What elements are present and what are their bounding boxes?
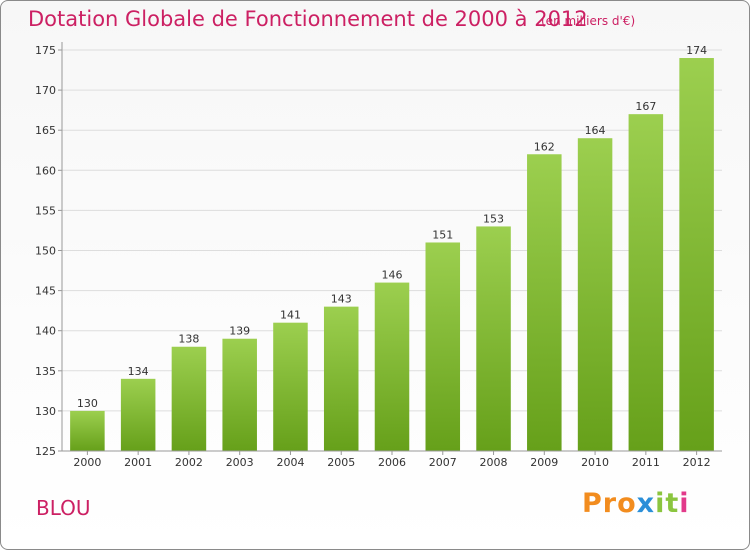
bar [476, 226, 511, 451]
bar [374, 282, 410, 451]
bar [425, 242, 461, 451]
bar [222, 338, 257, 451]
logo-part: x [636, 488, 656, 519]
x-tick-label: 2003 [226, 456, 254, 469]
data-label: 143 [331, 293, 352, 306]
logo-part: it [655, 488, 680, 519]
data-label: 146 [382, 269, 403, 282]
data-label: 164 [585, 124, 606, 137]
x-tick-label: 2009 [530, 456, 558, 469]
bar [527, 154, 562, 451]
y-tick-label: 170 [35, 84, 56, 97]
data-label: 153 [483, 212, 504, 225]
y-tick-label: 155 [35, 204, 56, 217]
bar [323, 306, 359, 451]
proxiti-logo[interactable]: Proxiti [582, 488, 690, 519]
chart-subtitle: (en milliers d'€) [541, 14, 636, 28]
x-tick-label: 2001 [124, 456, 152, 469]
bar-layer: 130 134 138 139 141 143 146 151 153 162 164 167 174 [70, 44, 714, 452]
x-tick-label: 2007 [429, 456, 457, 469]
logo-part: i [679, 488, 690, 519]
x-tick-label: 2008 [480, 456, 508, 469]
y-tick-label: 145 [35, 285, 56, 298]
bar [628, 114, 664, 451]
data-label: 162 [534, 140, 555, 153]
chart-title: Dotation Globale de Fonctionnement de 20… [28, 7, 588, 31]
data-label: 134 [128, 365, 149, 378]
bar [120, 378, 156, 451]
bar [273, 322, 308, 451]
y-tick-label: 130 [35, 405, 56, 418]
x-tick-label: 2011 [632, 456, 660, 469]
bar [577, 138, 613, 451]
x-tick-label: 2010 [581, 456, 609, 469]
data-label: 141 [280, 309, 301, 322]
data-label: 167 [635, 100, 656, 113]
x-tick-label: 2005 [327, 456, 355, 469]
y-tick-label: 135 [35, 365, 56, 378]
data-label: 174 [686, 44, 707, 57]
commune-name: BLOU [36, 496, 91, 520]
data-label: 151 [432, 228, 453, 241]
y-tick-label: 150 [35, 245, 56, 258]
bar [70, 410, 105, 451]
y-tick-label: 125 [35, 445, 56, 458]
x-tick-label: 2012 [683, 456, 711, 469]
data-label: 139 [229, 325, 250, 338]
axis-layer: 125 130 135 140 145 150 155 160 165 170 175 2000 200… [35, 42, 722, 469]
logo-part: Pro [582, 488, 637, 519]
x-tick-label: 2002 [175, 456, 203, 469]
x-tick-label: 2006 [378, 456, 406, 469]
y-tick-label: 175 [35, 44, 56, 57]
bar [171, 346, 207, 451]
data-label: 130 [77, 397, 98, 410]
x-tick-label: 2000 [73, 456, 101, 469]
y-tick-label: 160 [35, 164, 56, 177]
y-tick-label: 140 [35, 325, 56, 338]
bar [679, 58, 714, 452]
x-tick-label: 2004 [276, 456, 304, 469]
y-tick-label: 165 [35, 124, 56, 137]
data-label: 138 [178, 333, 199, 346]
